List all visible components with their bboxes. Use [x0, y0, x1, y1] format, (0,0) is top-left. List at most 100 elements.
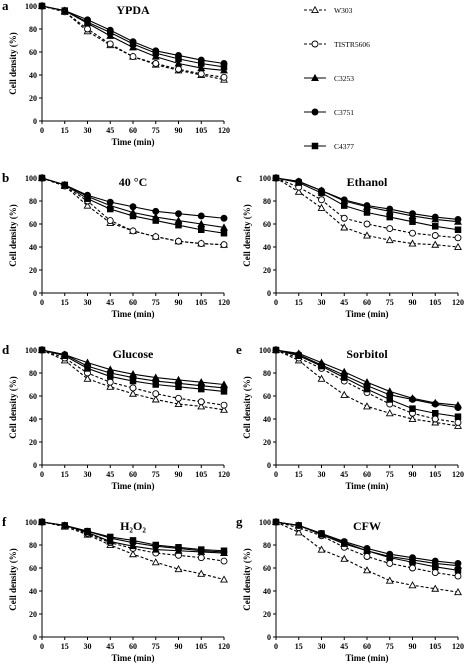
- panel-letter: c: [236, 170, 242, 185]
- data-point: [197, 398, 205, 406]
- data-point: [409, 218, 416, 225]
- y-tick-label: 80: [263, 197, 271, 206]
- data-point: [129, 377, 137, 385]
- data-point: [151, 395, 160, 403]
- y-tick-label: 60: [29, 48, 37, 57]
- data-point: [317, 203, 326, 211]
- data-point: [409, 559, 416, 566]
- y-axis-label: Cell density (%): [242, 204, 252, 267]
- data-point: [454, 567, 462, 574]
- data-point: [129, 40, 137, 48]
- x-tick-label: 75: [386, 642, 394, 651]
- data-point: [152, 381, 159, 388]
- legend-label: TISTR5606: [334, 40, 370, 49]
- data-point: [129, 537, 137, 544]
- data-point: [174, 399, 183, 408]
- data-point: [152, 217, 159, 224]
- y-tick-label: 0: [267, 461, 271, 470]
- data-point: [175, 65, 182, 73]
- data-point: [431, 400, 439, 408]
- data-point: [197, 60, 205, 67]
- x-tick-label: 60: [129, 642, 137, 651]
- y-tick-label: 80: [29, 541, 37, 550]
- data-point: [295, 522, 303, 529]
- panel-title: CFW: [353, 519, 381, 533]
- y-tick-label: 100: [259, 346, 271, 355]
- data-point: [197, 385, 205, 393]
- panel-title: YPDA: [116, 3, 150, 17]
- data-point: [454, 572, 462, 580]
- legend-item: W303: [304, 5, 353, 15]
- x-tick-label: 60: [129, 298, 137, 307]
- x-tick-label: 30: [318, 470, 326, 479]
- data-point: [431, 584, 440, 592]
- x-tick-label: 0: [40, 298, 44, 307]
- y-tick-label: 40: [29, 71, 37, 80]
- legend-item: C4377: [304, 142, 354, 151]
- data-point: [318, 196, 325, 204]
- data-point: [152, 541, 159, 549]
- data-point: [129, 550, 137, 558]
- data-point: [84, 18, 91, 26]
- data-point: [318, 530, 325, 537]
- y-tick-label: 60: [29, 564, 37, 573]
- x-tick-label: 75: [152, 642, 160, 651]
- y-tick-label: 40: [263, 587, 271, 596]
- panel-letter: a: [2, 0, 9, 13]
- panel-title: H₂O₂: [120, 519, 146, 533]
- x-tick-label: 105: [195, 470, 207, 479]
- data-point: [340, 554, 349, 562]
- data-point: [84, 25, 91, 33]
- y-tick-label: 40: [263, 415, 271, 424]
- data-point: [175, 544, 182, 551]
- panel-title: 40 °C: [119, 175, 147, 189]
- data-point: [432, 410, 439, 417]
- data-point: [220, 405, 228, 413]
- y-axis-label: Cell density (%): [8, 204, 18, 267]
- x-axis-label: Time (min): [345, 481, 388, 491]
- data-point: [175, 55, 182, 63]
- x-axis-label: Time (min): [111, 309, 154, 319]
- data-point: [363, 385, 371, 393]
- legend-label: W303: [334, 6, 353, 15]
- data-point: [152, 49, 159, 57]
- y-tick-label: 0: [267, 633, 271, 642]
- y-tick-label: 0: [267, 289, 271, 298]
- panel-title: Glucose: [113, 347, 154, 361]
- data-point: [386, 559, 394, 567]
- x-tick-label: 60: [363, 470, 371, 479]
- panel-letter: f: [2, 514, 7, 529]
- data-point: [431, 240, 440, 248]
- y-tick-label: 60: [263, 220, 271, 229]
- x-tick-label: 120: [452, 642, 464, 651]
- x-tick-label: 90: [175, 126, 183, 135]
- data-point: [106, 533, 114, 541]
- data-point: [431, 569, 439, 577]
- data-point: [61, 352, 69, 360]
- data-point: [152, 233, 160, 241]
- y-tick-label: 20: [263, 610, 271, 619]
- data-point: [175, 394, 182, 402]
- x-tick-label: 15: [61, 126, 69, 135]
- legend-marker: [311, 40, 319, 48]
- y-tick-label: 80: [29, 25, 37, 34]
- data-point: [363, 209, 371, 216]
- x-tick-label: 60: [363, 642, 371, 651]
- data-point: [408, 581, 417, 589]
- x-tick-label: 0: [274, 642, 278, 651]
- x-tick-label: 105: [195, 298, 207, 307]
- data-point: [129, 227, 137, 235]
- x-tick-label: 105: [429, 298, 441, 307]
- x-axis-label: Time (min): [111, 137, 154, 147]
- y-tick-label: 0: [33, 633, 37, 642]
- x-tick-label: 0: [40, 126, 44, 135]
- x-axis-label: Time (min): [111, 481, 154, 491]
- data-point: [386, 396, 394, 403]
- x-tick-label: 90: [409, 470, 417, 479]
- data-point: [220, 557, 228, 565]
- data-point: [197, 554, 205, 562]
- y-tick-label: 40: [29, 587, 37, 596]
- y-tick-label: 20: [263, 438, 271, 447]
- data-point: [152, 60, 160, 67]
- panel-letter: d: [2, 342, 10, 357]
